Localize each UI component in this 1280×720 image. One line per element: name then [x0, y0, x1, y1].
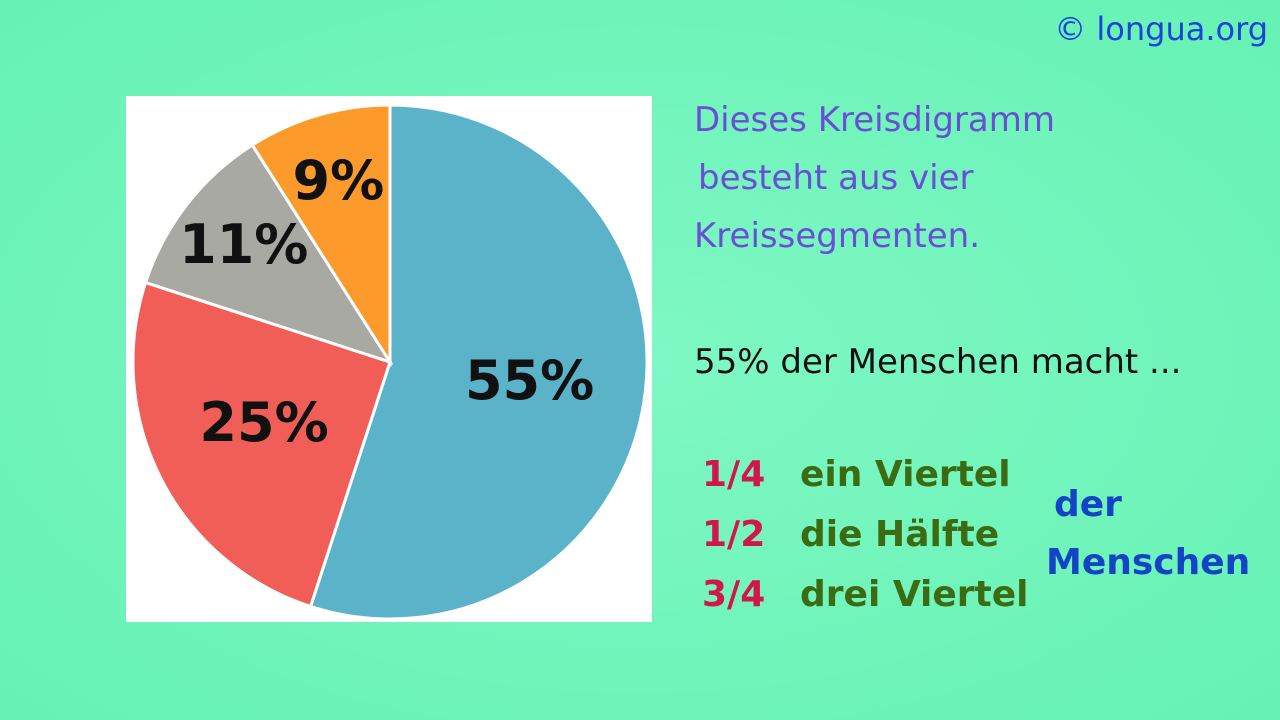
pie-slice [131, 280, 392, 609]
fraction: 1/2 [702, 514, 766, 555]
suffix: Menschen [1046, 542, 1251, 583]
pie-slice [308, 103, 649, 621]
pie-slice [250, 103, 392, 368]
slice-label: 55% [465, 349, 594, 412]
pie-slice [143, 142, 394, 365]
fraction-words: drei Viertel [800, 574, 1029, 615]
statement: 55% der Menschen macht ... [694, 342, 1182, 382]
fraction-words: ein Viertel [800, 454, 1011, 495]
fraction: 3/4 [702, 574, 766, 615]
slice-label: 9% [293, 149, 385, 212]
slice-label: 25% [199, 391, 328, 454]
fraction: 1/4 [702, 454, 766, 495]
suffix: der [1054, 484, 1122, 525]
description-line: Kreissegmenten. [694, 216, 981, 256]
watermark: © longua.org [1054, 10, 1268, 48]
fraction-words: die Hälfte [800, 514, 1000, 555]
description-line: besteht aus vier [698, 158, 974, 198]
slice-label: 11% [179, 213, 308, 276]
description-line: Dieses Kreisdigramm [694, 100, 1055, 140]
